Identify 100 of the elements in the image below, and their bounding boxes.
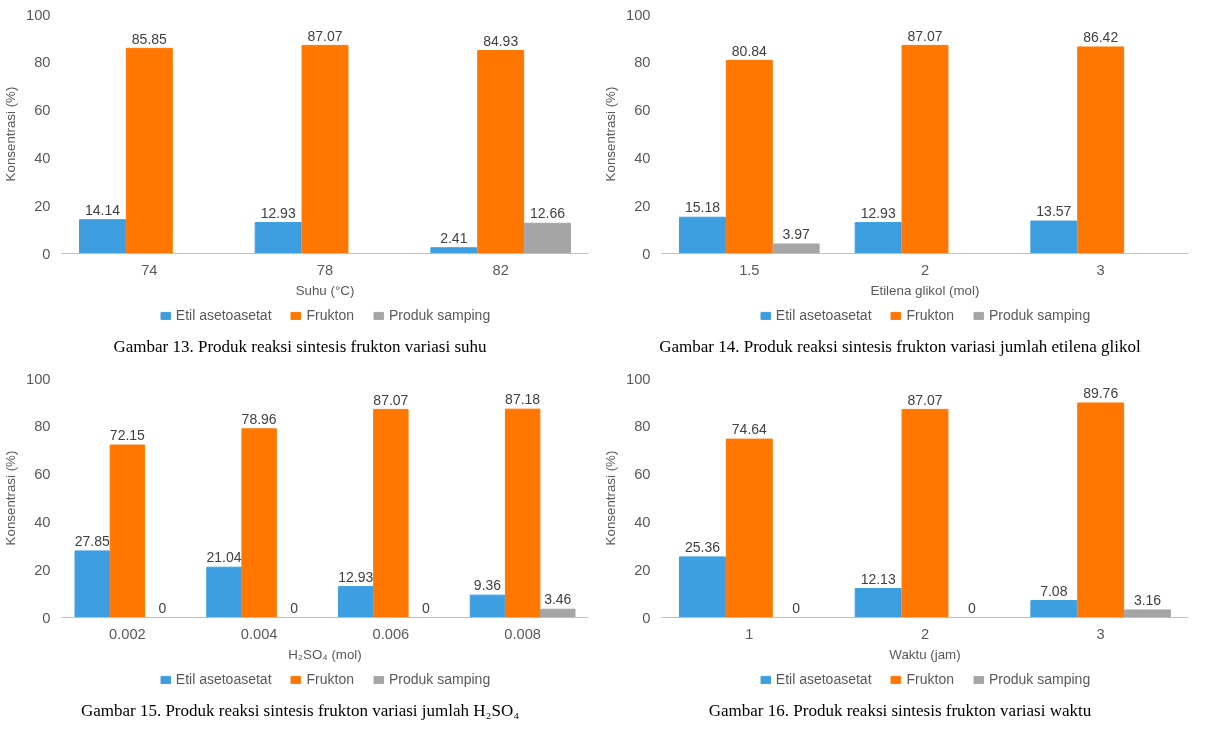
y-tick-label: 0 <box>42 609 51 626</box>
bar <box>79 219 126 254</box>
bar <box>301 44 349 254</box>
x-tick-label: 0.008 <box>504 625 541 642</box>
legend-label: Frukton <box>906 307 955 323</box>
x-axis-title: Etilena glikol (mol) <box>870 282 980 298</box>
y-tick-label: 20 <box>634 197 651 214</box>
data-label: 15.18 <box>684 199 721 216</box>
bar <box>1124 609 1171 618</box>
y-tick-label: 40 <box>34 514 51 531</box>
data-label: 3.46 <box>544 591 572 608</box>
data-label: 85.85 <box>131 30 168 47</box>
y-tick-label: 100 <box>626 6 651 23</box>
bar <box>854 222 902 254</box>
bar <box>854 588 902 618</box>
bar <box>125 47 173 254</box>
data-label: 7.08 <box>1040 583 1068 600</box>
y-axis-title: Konsentrasi (%) <box>3 86 19 182</box>
x-axis-title: Suhu (°C) <box>295 282 355 298</box>
data-label: 86.42 <box>1083 29 1119 46</box>
y-tick-label: 20 <box>34 561 51 578</box>
bar <box>109 444 146 618</box>
text: Gambar 15. Produk reaksi sintesis frukton variasi jumlah H₂SO₄ <box>80 700 520 723</box>
data-label: 0 <box>158 600 167 616</box>
legend-label: Etil asetoasetat <box>175 671 272 688</box>
y-tick-label: 80 <box>34 418 51 435</box>
legend-label: Frukton <box>306 671 355 688</box>
y-tick-label: 60 <box>634 102 651 119</box>
x-axis-title: H₂SO₄ (mol) <box>288 646 362 662</box>
legend-label: Etil asetoasetat <box>775 671 872 688</box>
bar <box>1077 46 1125 254</box>
y-tick-label: 0 <box>42 245 51 262</box>
x-tick-label: 1 <box>745 625 754 642</box>
y-tick-label: 40 <box>34 149 51 166</box>
legend-label: Frukton <box>306 307 355 323</box>
bar <box>725 59 773 254</box>
x-tick-label: 3 <box>1096 261 1105 278</box>
y-tick-label: 20 <box>634 561 651 578</box>
x-tick-label: 3 <box>1096 625 1105 642</box>
legend-label: Produk samping <box>389 307 491 323</box>
y-axis-title: Konsentrasi (%) <box>603 86 619 182</box>
data-label: 87.07 <box>907 27 943 44</box>
x-tick-label: 0.004 <box>240 625 278 642</box>
text: Gambar 16. Produk reaksi sintesis frukton variasi waktu <box>708 700 1092 723</box>
bar <box>373 409 409 618</box>
data-label: 84.93 <box>483 32 519 49</box>
legend-label: Etil asetoasetat <box>175 307 272 323</box>
data-label: 72.15 <box>109 427 146 444</box>
x-tick-label: 82 <box>492 261 509 278</box>
data-label: 89.76 <box>1083 385 1119 402</box>
bar <box>1030 220 1078 254</box>
bar <box>74 550 110 618</box>
legend-label: Etil asetoasetat <box>775 307 872 323</box>
bar <box>772 243 820 254</box>
data-label: 25.36 <box>684 539 721 556</box>
data-label: 0 <box>290 600 299 616</box>
data-label: 87.18 <box>505 391 541 408</box>
bar <box>477 50 525 254</box>
data-label: 87.07 <box>907 391 943 408</box>
bar <box>1077 402 1125 618</box>
y-tick-label: 40 <box>634 514 651 531</box>
y-tick-label: 0 <box>642 245 651 262</box>
x-tick-label: 74 <box>141 261 158 278</box>
bar <box>254 222 302 254</box>
data-label: 12.93 <box>860 204 896 221</box>
bar <box>338 586 374 618</box>
bar <box>725 438 773 618</box>
y-tick-label: 100 <box>26 370 51 387</box>
y-tick-label: 80 <box>634 418 651 435</box>
bar <box>430 247 478 254</box>
data-label: 74.64 <box>731 421 768 438</box>
data-label: 12.93 <box>260 204 296 221</box>
bar <box>524 222 571 254</box>
bar <box>469 594 506 618</box>
bar <box>679 556 726 618</box>
x-tick-label: 1.5 <box>739 261 760 278</box>
y-tick-label: 40 <box>634 149 651 166</box>
bar <box>679 216 726 254</box>
y-axis-title: Konsentrasi (%) <box>3 450 19 546</box>
data-label: 2.41 <box>440 229 468 246</box>
x-axis-title: Waktu (jam) <box>889 646 961 662</box>
bar <box>504 408 541 618</box>
data-label: 87.07 <box>307 27 343 44</box>
y-tick-label: 0 <box>642 609 651 626</box>
data-label: 12.66 <box>529 205 566 222</box>
y-tick-label: 60 <box>34 102 51 119</box>
x-tick-label: 2 <box>920 261 930 278</box>
bar <box>540 609 576 618</box>
data-label: 0 <box>792 600 801 616</box>
legend-label: Produk samping <box>989 307 1091 323</box>
y-tick-label: 60 <box>34 466 51 483</box>
data-label: 12.93 <box>338 569 374 586</box>
data-label: 3.97 <box>782 226 811 243</box>
text: Gambar 13. Produk reaksi sintesis frukton variasi suhu <box>113 336 487 358</box>
data-label: 12.13 <box>860 571 896 588</box>
data-label: 0 <box>967 600 976 616</box>
bar <box>241 428 277 618</box>
data-label: 87.07 <box>373 391 409 408</box>
bar <box>206 567 242 618</box>
y-tick-label: 20 <box>34 197 51 214</box>
